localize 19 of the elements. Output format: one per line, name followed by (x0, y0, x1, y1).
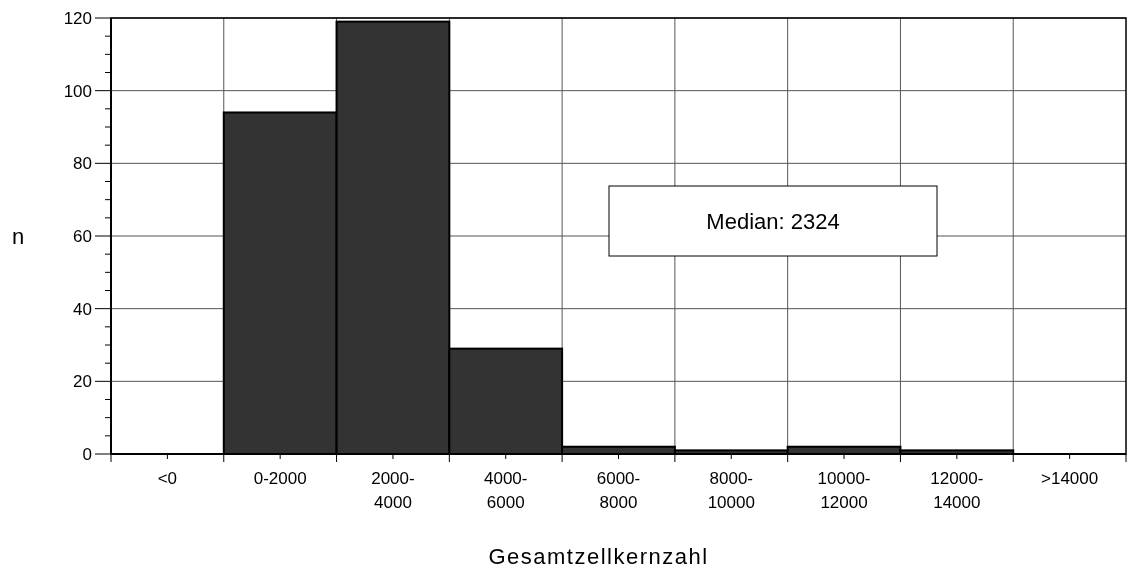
x-axis-title: Gesamtzellkernzahl (488, 544, 709, 569)
annotation: Median: 2324 (706, 208, 840, 234)
y-tick-label: 100 (63, 81, 92, 101)
y-tick-label: 80 (73, 154, 92, 174)
y-tick-label: 20 (73, 372, 92, 392)
x-tick-label: 4000-6000 (483, 469, 528, 512)
x-tick-label: 0-2000 (253, 469, 307, 488)
x-tick-label: 12000-14000 (930, 469, 984, 512)
y-axis-title: n (11, 223, 25, 249)
x-tick-label: 2000-4000 (371, 469, 415, 512)
x-tick-label: <0 (157, 469, 178, 488)
x-tick-label: >14000 (1041, 469, 1099, 488)
y-tick-label: 0 (82, 444, 92, 464)
x-tick-label: 6000-8000 (596, 469, 641, 512)
x-tick-label: 8000-10000 (707, 469, 755, 512)
y-tick-label: 60 (73, 226, 92, 246)
y-tick-label: 120 (63, 8, 92, 28)
y-tick-label: 40 (73, 299, 92, 319)
x-tick-label: 10000-12000 (817, 469, 871, 512)
